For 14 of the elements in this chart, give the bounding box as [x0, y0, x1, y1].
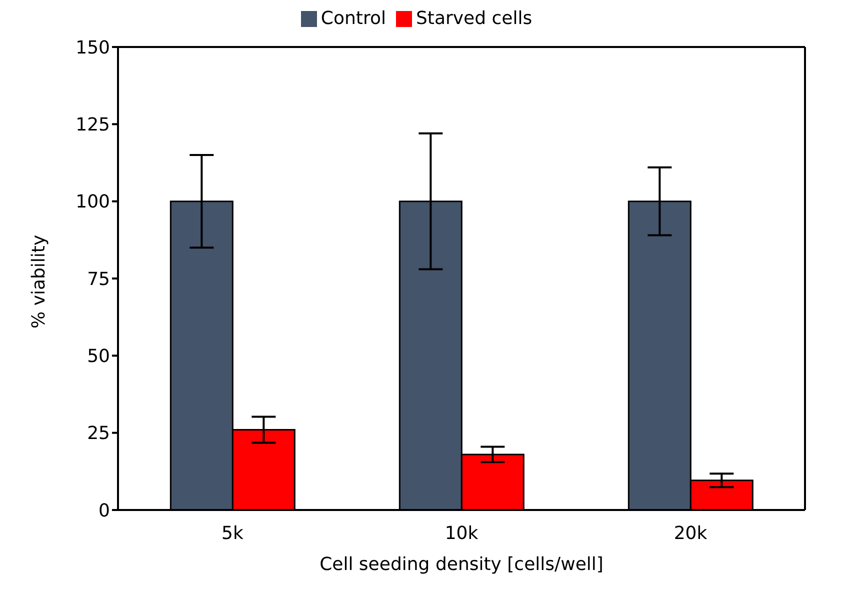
x-tick-label: 5k: [222, 522, 244, 544]
x-tick-label: 10k: [444, 522, 479, 544]
y-tick-label: 0: [98, 500, 110, 522]
legend-label: Starved cells: [416, 8, 532, 29]
y-axis-title: % viability: [28, 234, 50, 328]
legend-label: Control: [320, 8, 386, 29]
y-tick-label: 50: [87, 346, 110, 368]
x-tick-label: 20k: [674, 522, 708, 544]
y-tick-label: 125: [76, 114, 110, 136]
y-tick-label: 25: [87, 423, 110, 444]
y-tick-label: 75: [87, 268, 110, 290]
y-tick-label: 100: [76, 192, 110, 213]
x-axis-title: Cell seeding density [cells/well]: [320, 554, 604, 575]
y-tick-label: 150: [76, 37, 110, 58]
